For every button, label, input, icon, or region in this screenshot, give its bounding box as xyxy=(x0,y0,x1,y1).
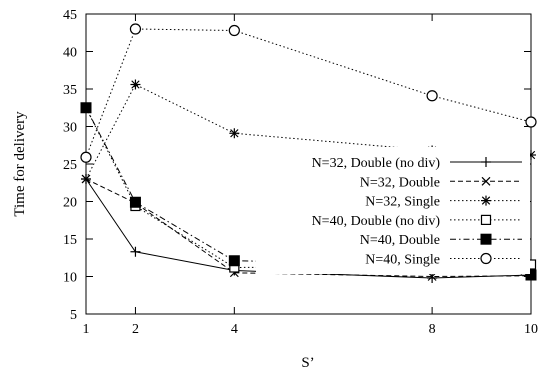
x-tick-label: 1 xyxy=(83,322,90,337)
data-point-n-40-double xyxy=(228,255,240,267)
y-tick-label: 15 xyxy=(63,233,77,248)
legend-item-n-32-single: N=32, Single xyxy=(365,195,522,210)
legend-label: N=40, Double (no div) xyxy=(312,214,441,229)
data-point-n-32-single xyxy=(81,174,91,184)
y-tick-label: 20 xyxy=(63,196,77,211)
legend-swatch-marker xyxy=(480,233,492,245)
y-tick-label: 5 xyxy=(70,308,77,323)
legend-item-n-32-double: N=32, Double xyxy=(360,175,522,190)
data-point-n-40-double xyxy=(525,269,537,281)
legend-label: N=40, Double xyxy=(360,233,440,248)
y-tick-label: 45 xyxy=(63,8,77,23)
y-tick-label: 35 xyxy=(63,83,77,98)
data-point-n-32-single xyxy=(130,79,141,90)
legend-item-n-40-double: N=40, Double xyxy=(360,233,522,248)
series-line-n-40-single xyxy=(85,28,532,158)
legend-label: N=40, Single xyxy=(365,253,440,268)
legend-swatch-marker xyxy=(481,176,491,186)
x-tick-label: 10 xyxy=(524,322,538,337)
data-point-n-40-double xyxy=(80,102,92,114)
legend-label: N=32, Double xyxy=(360,175,440,190)
data-point-n-40-single xyxy=(525,116,537,128)
data-point-n-32-double-no-div xyxy=(130,246,141,257)
data-point-n-32-double-no-div xyxy=(427,273,438,283)
data-point-n-40-single xyxy=(80,151,92,163)
x-tick-label: 8 xyxy=(429,322,436,337)
y-tick-label: 10 xyxy=(63,271,77,286)
series-line-n-32-double xyxy=(85,178,532,278)
legend-item-n-40-single: N=40, Single xyxy=(365,253,522,268)
legend-swatch-marker xyxy=(480,252,492,265)
data-point-n-40-single xyxy=(228,24,240,37)
y-tick-label: 40 xyxy=(63,46,77,61)
x-tick-label: 2 xyxy=(132,322,139,337)
y-tick-label: 30 xyxy=(63,121,77,136)
x-tick-label: 4 xyxy=(231,322,238,337)
legend: N=32, Double (no div) N=32, Double N=32, S… xyxy=(256,147,530,274)
legend-label: N=32, Double (no div) xyxy=(312,156,441,171)
legend-swatch-marker xyxy=(481,195,491,206)
data-point-n-40-single xyxy=(129,23,142,35)
data-point-n-32-single xyxy=(229,128,240,139)
x-axis-label: S’ xyxy=(301,355,314,371)
legend-item-n-32-double-no-div: N=32, Double (no div) xyxy=(312,156,522,171)
legend-label: N=32, Single xyxy=(365,195,440,210)
axis-ticks: 5 10 15 20 25 30 35 40 45 1 2 4 8 10 xyxy=(63,8,538,337)
data-point-n-40-double xyxy=(129,196,141,208)
y-tick-label: 25 xyxy=(63,158,77,173)
series-n-40-single xyxy=(80,23,537,163)
legend-item-n-40-double-no-div: N=40, Double (no div) xyxy=(312,214,522,229)
legend-background xyxy=(256,147,530,274)
y-axis-label: Time for delivery xyxy=(12,111,28,217)
legend-swatch-marker xyxy=(480,214,492,225)
data-point-n-40-single xyxy=(426,90,438,102)
legend-swatch-marker xyxy=(481,157,491,167)
